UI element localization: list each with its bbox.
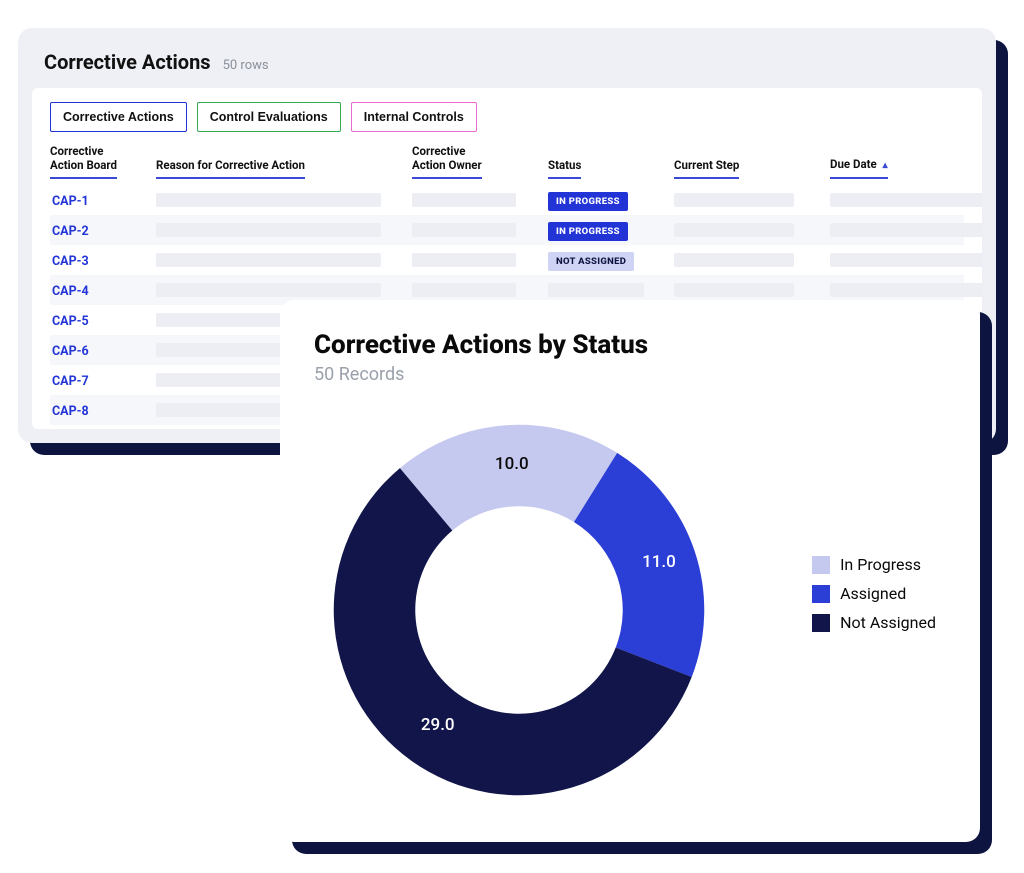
table-header: Corrective Actions 50 rows	[18, 50, 996, 88]
legend-label: Assigned	[840, 584, 906, 603]
status-chart-panel: Corrective Actions by Status 50 Records …	[280, 300, 980, 842]
placeholder-cell	[674, 283, 794, 297]
table-row: CAP-3 NOT ASSIGNED	[50, 245, 964, 275]
status-badge: NOT ASSIGNED	[548, 252, 634, 271]
tab-corrective-actions[interactable]: Corrective Actions	[50, 102, 187, 132]
row-link[interactable]: CAP-7	[50, 374, 89, 389]
placeholder-cell	[830, 283, 983, 297]
legend-item[interactable]: Assigned	[812, 584, 936, 603]
placeholder-cell	[412, 253, 516, 267]
sort-ascending-icon: ▴	[883, 160, 888, 171]
placeholder-cell	[412, 283, 516, 297]
legend-item[interactable]: Not Assigned	[812, 613, 936, 632]
row-link[interactable]: CAP-6	[50, 344, 89, 359]
row-link[interactable]: CAP-1	[50, 194, 89, 209]
placeholder-cell	[156, 253, 381, 267]
col-due-date-label: Due Date	[830, 157, 877, 171]
chart-subtitle: 50 Records	[314, 364, 946, 385]
placeholder-cell	[674, 253, 794, 267]
chart-body: 10.0 11.0 29.0 In Progress Assigned Not Assi…	[314, 395, 946, 825]
col-reason[interactable]: Reason for Corrective Action	[156, 158, 305, 178]
chart-legend: In Progress Assigned Not Assigned	[812, 555, 936, 632]
placeholder-cell	[830, 223, 983, 237]
placeholder-cell	[830, 253, 983, 267]
placeholder-cell	[830, 193, 983, 207]
placeholder-cell	[156, 193, 381, 207]
row-count-label: 50 rows	[223, 58, 269, 73]
placeholder-cell	[412, 193, 516, 207]
table-row: CAP-2 IN PROGRESS	[50, 215, 964, 245]
tabs-row: Corrective Actions Control Evaluations I…	[50, 102, 964, 132]
placeholder-cell	[674, 223, 794, 237]
tab-internal-controls[interactable]: Internal Controls	[351, 102, 477, 132]
legend-label: In Progress	[840, 555, 921, 574]
legend-swatch	[812, 614, 830, 632]
placeholder-cell	[548, 283, 644, 297]
col-status[interactable]: Status	[548, 158, 581, 178]
placeholder-cell	[156, 283, 381, 297]
table-row: CAP-1 IN PROGRESS	[50, 185, 964, 215]
slice-value-label: 10.0	[495, 454, 529, 474]
slice-value-label: 29.0	[421, 715, 455, 735]
placeholder-cell	[156, 223, 381, 237]
donut-chart: 10.0 11.0 29.0	[324, 415, 714, 805]
row-link[interactable]: CAP-8	[50, 404, 89, 419]
legend-label: Not Assigned	[840, 613, 936, 632]
col-action-board[interactable]: Corrective Action Board	[50, 144, 117, 179]
slice-value-label: 11.0	[642, 552, 676, 572]
status-badge: IN PROGRESS	[548, 222, 628, 241]
row-link[interactable]: CAP-4	[50, 284, 89, 299]
placeholder-cell	[412, 223, 516, 237]
legend-swatch	[812, 556, 830, 574]
col-current-step[interactable]: Current Step	[674, 158, 739, 178]
col-due-date[interactable]: Due Date ▴	[830, 157, 888, 179]
chart-title: Corrective Actions by Status	[314, 330, 946, 360]
row-link[interactable]: CAP-2	[50, 224, 89, 239]
legend-item[interactable]: In Progress	[812, 555, 936, 574]
status-badge: IN PROGRESS	[548, 192, 628, 211]
placeholder-cell	[674, 193, 794, 207]
col-owner[interactable]: Corrective Action Owner	[412, 144, 482, 179]
legend-swatch	[812, 585, 830, 603]
row-link[interactable]: CAP-3	[50, 254, 89, 269]
page-title: Corrective Actions	[44, 50, 211, 74]
row-link[interactable]: CAP-5	[50, 314, 89, 329]
tab-control-evaluations[interactable]: Control Evaluations	[197, 102, 341, 132]
column-headers: Corrective Action Board Reason for Corre…	[50, 144, 964, 185]
